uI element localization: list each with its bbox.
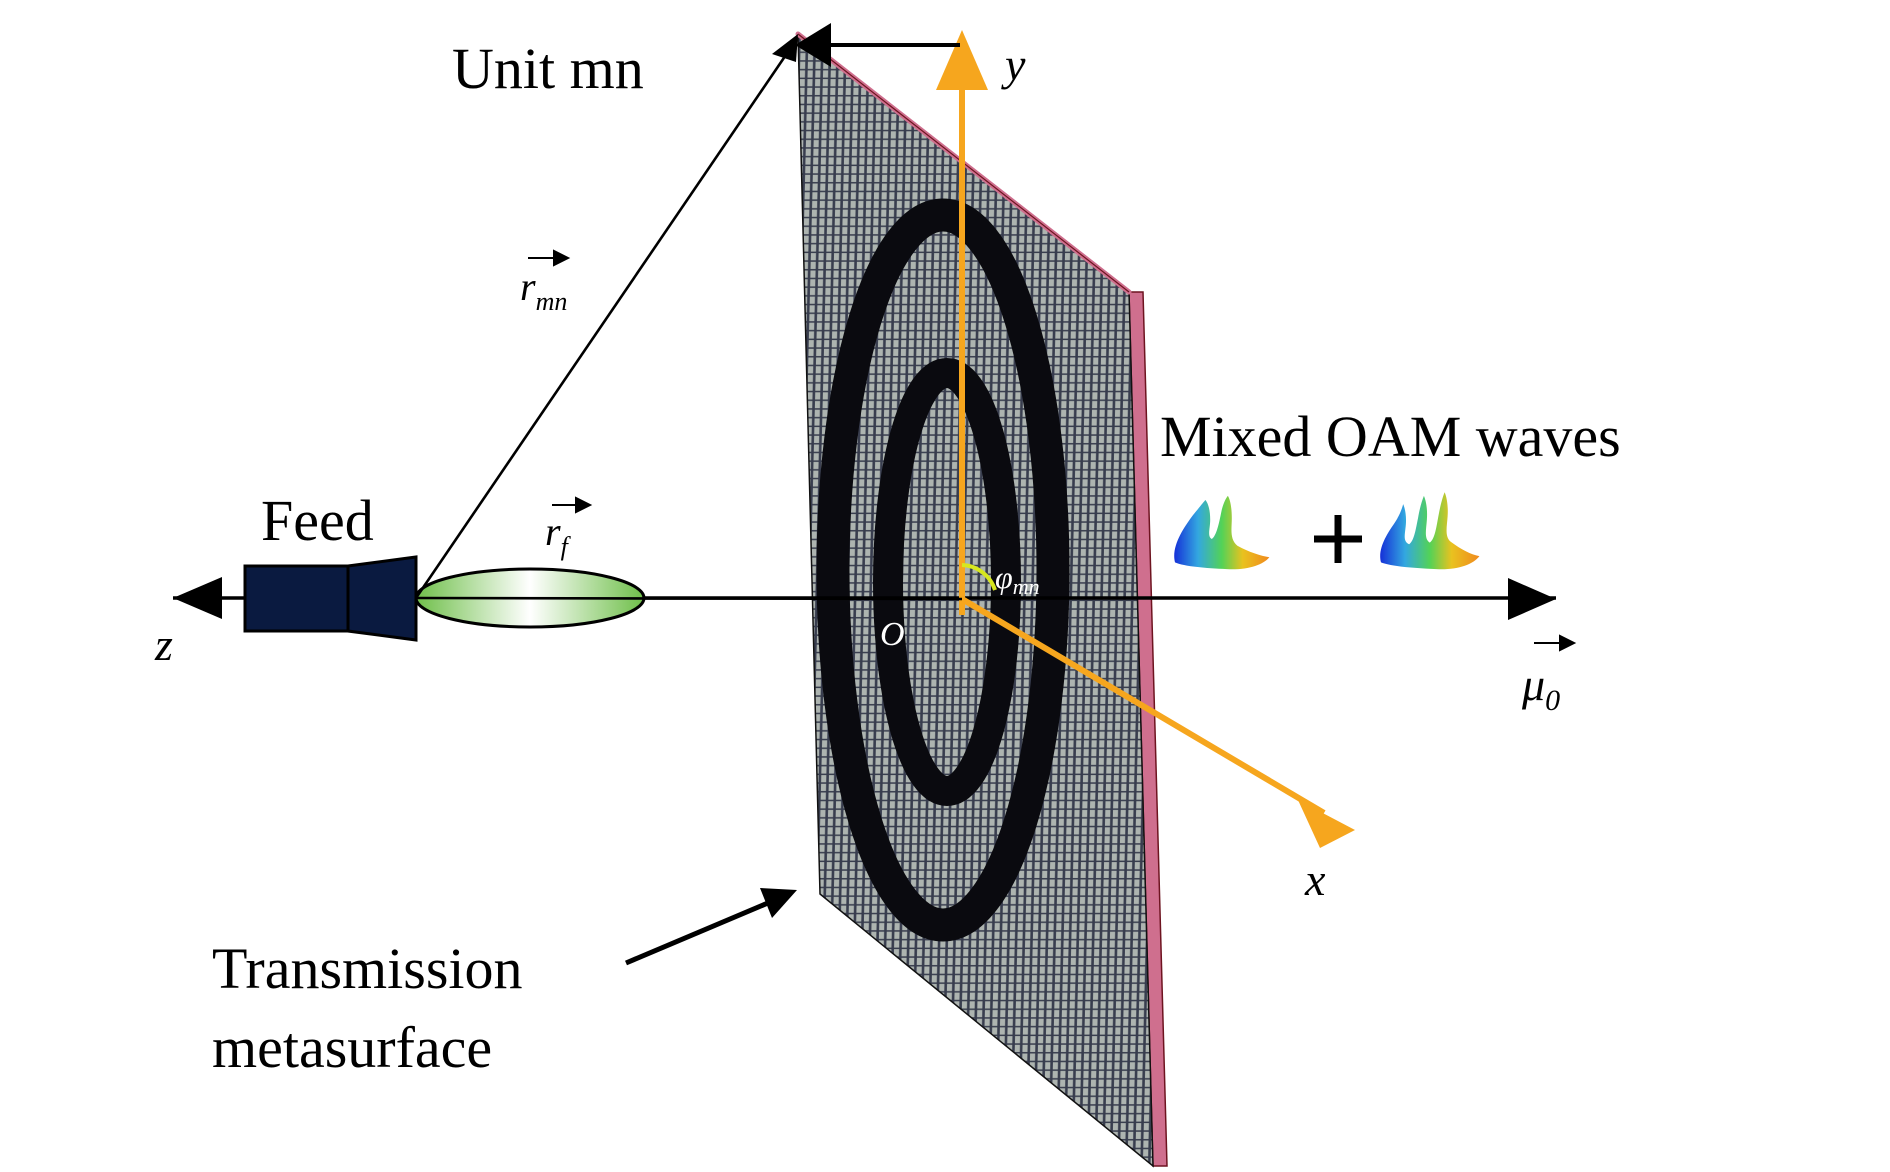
svg-text:Transmission: Transmission bbox=[212, 936, 523, 1001]
svg-text:μ0: μ0 bbox=[1521, 659, 1560, 717]
svg-text:O: O bbox=[880, 616, 905, 653]
svg-text:x: x bbox=[1304, 854, 1326, 905]
svg-text:rmn: rmn bbox=[520, 264, 567, 316]
svg-text:z: z bbox=[154, 619, 173, 670]
svg-text:Unit mn: Unit mn bbox=[452, 36, 644, 101]
svg-text:y: y bbox=[1001, 39, 1026, 90]
svg-text:Mixed OAM waves: Mixed OAM waves bbox=[1160, 404, 1621, 469]
svg-text:Feed: Feed bbox=[261, 488, 374, 553]
svg-text:rf: rf bbox=[545, 509, 572, 561]
svg-text:metasurface: metasurface bbox=[212, 1015, 492, 1080]
